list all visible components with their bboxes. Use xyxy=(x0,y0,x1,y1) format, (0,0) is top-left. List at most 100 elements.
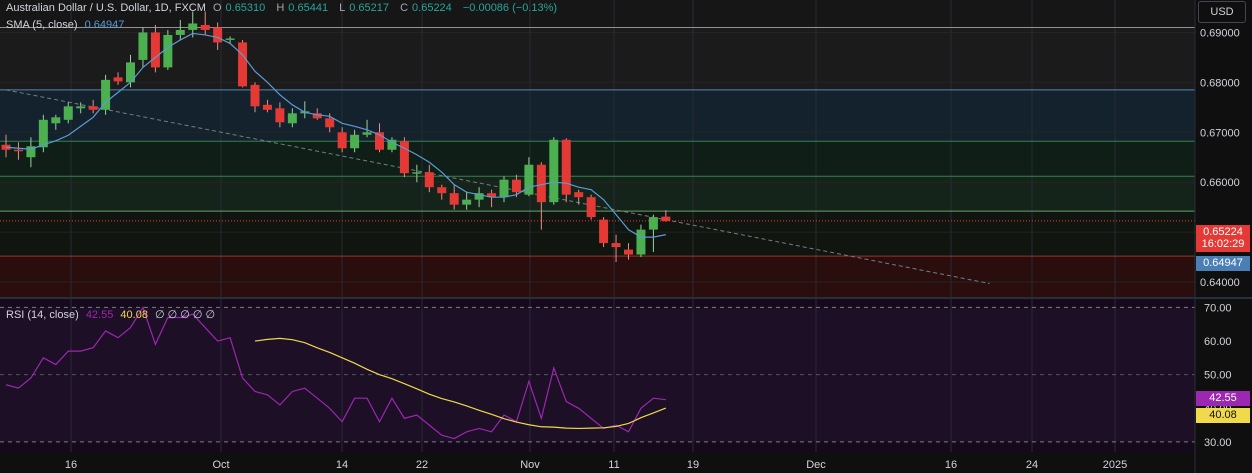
time-tick-label: Dec xyxy=(806,459,826,471)
symbol-title: Australian Dollar / U.S. Dollar, 1D, FXC… xyxy=(6,2,206,14)
candle-body xyxy=(13,149,23,152)
candle-body xyxy=(387,139,397,150)
time-tick-label: 11 xyxy=(608,459,619,471)
candle-body xyxy=(350,134,360,149)
candle-body xyxy=(88,106,98,110)
candle-body xyxy=(113,77,123,82)
rsi-tick-label: 30.00 xyxy=(1204,437,1232,449)
candle-body xyxy=(449,193,459,205)
candle-body xyxy=(200,24,210,30)
candle-body xyxy=(574,192,584,198)
rsi-ma-value-tag: 40.08 xyxy=(1196,408,1250,423)
currency-button[interactable]: USD xyxy=(1198,1,1246,23)
time-tick-label: 22 xyxy=(416,459,428,471)
candle-body xyxy=(375,132,384,150)
price-tick-label: 0.68000 xyxy=(1200,77,1240,89)
candle-body xyxy=(250,84,260,107)
sma-polyline xyxy=(5,32,666,238)
candle-body xyxy=(561,139,571,195)
candle-body xyxy=(138,32,148,60)
candle-body xyxy=(437,187,447,194)
candle-body xyxy=(399,141,409,174)
candle-body xyxy=(487,193,497,198)
price-tick-label: 0.67000 xyxy=(1200,127,1240,139)
time-tick-label: 24 xyxy=(1026,459,1038,471)
trendline-dashed xyxy=(5,89,990,285)
sma-label: SMA (5, close) xyxy=(6,19,78,31)
rsi-ma-legend-value: 40.08 xyxy=(120,309,148,321)
candle-body xyxy=(26,146,36,158)
candle-body xyxy=(424,172,434,188)
candle-body xyxy=(462,199,472,205)
candle-body xyxy=(524,164,534,195)
sma-price-tag: 0.64947 xyxy=(1196,256,1250,271)
time-tick-label: Oct xyxy=(212,459,229,471)
open-value: O 0.65310 xyxy=(212,2,266,14)
candle-body xyxy=(76,106,86,109)
price-tick-label: 0.64000 xyxy=(1200,277,1240,289)
candle-body xyxy=(412,172,422,174)
rsi-legend-rest: ∅ ∅ ∅ ∅ ∅ xyxy=(155,309,216,321)
time-tick-label: Nov xyxy=(520,459,540,471)
candle-body xyxy=(51,117,61,124)
candle-body xyxy=(611,243,621,248)
trendline[interactable] xyxy=(5,89,990,285)
last-price-value: 0.65224 xyxy=(1203,226,1243,238)
candle-body xyxy=(150,32,160,68)
rsi-label: RSI (14, close) xyxy=(6,309,79,321)
candle-body xyxy=(536,164,546,203)
zone-band xyxy=(0,27,1195,90)
high-value: H 0.65441 xyxy=(276,2,329,14)
candle-body xyxy=(586,197,596,218)
zone-band xyxy=(0,256,1195,297)
candle-body xyxy=(624,249,633,255)
candle-body xyxy=(325,118,335,128)
candle-body xyxy=(275,108,285,123)
sma-line xyxy=(5,32,666,238)
sma-legend[interactable]: SMA (5, close) 0.64947 xyxy=(6,19,128,31)
candle-body xyxy=(63,106,73,120)
candle-body xyxy=(126,62,135,83)
candle-body xyxy=(38,119,48,148)
rsi-legend[interactable]: RSI (14, close) 42.55 40.08 ∅ ∅ ∅ ∅ ∅ xyxy=(6,308,219,321)
candle-body xyxy=(213,27,223,43)
low-value: L 0.65217 xyxy=(339,2,390,14)
candle-body xyxy=(599,219,609,244)
price-tick-label: 0.69000 xyxy=(1200,27,1240,39)
candle-body xyxy=(312,113,322,119)
rsi-tick-label: 70.00 xyxy=(1204,302,1232,314)
close-value: C 0.65224 xyxy=(400,2,452,14)
candle-body xyxy=(474,193,484,200)
zone-band xyxy=(0,141,1195,177)
grid xyxy=(0,0,1195,452)
rsi-legend-value: 42.55 xyxy=(85,309,114,321)
price-zones xyxy=(0,26,1252,299)
candle-body xyxy=(238,42,248,87)
time-tick-label: 2025 xyxy=(1103,459,1127,471)
candle-body xyxy=(262,104,272,110)
symbol-header: Australian Dollar / U.S. Dollar, 1D, FXC… xyxy=(6,2,561,14)
candle-body xyxy=(511,179,521,193)
zone-band xyxy=(0,211,1195,257)
candle-body xyxy=(287,113,297,124)
zone-band xyxy=(0,0,1195,28)
zone-band xyxy=(0,89,1195,142)
candle-body xyxy=(101,79,111,110)
rsi-line xyxy=(5,306,666,440)
candle-body xyxy=(188,23,198,30)
candle-body xyxy=(362,132,372,135)
candle-body xyxy=(636,229,646,255)
rsi-ma-line xyxy=(254,337,667,430)
time-tick-label: 16 xyxy=(65,459,77,471)
rsi-pane xyxy=(0,306,1195,443)
price-tick-label: 0.66000 xyxy=(1200,177,1240,189)
candle-body xyxy=(661,216,671,222)
candle-body xyxy=(648,217,658,230)
time-axis-bg xyxy=(0,452,1252,473)
candle-body xyxy=(337,132,347,149)
time-tick-label: 14 xyxy=(336,459,348,471)
candle-body xyxy=(499,179,509,198)
change-value: −0.00086 (−0.13%) xyxy=(462,2,558,14)
